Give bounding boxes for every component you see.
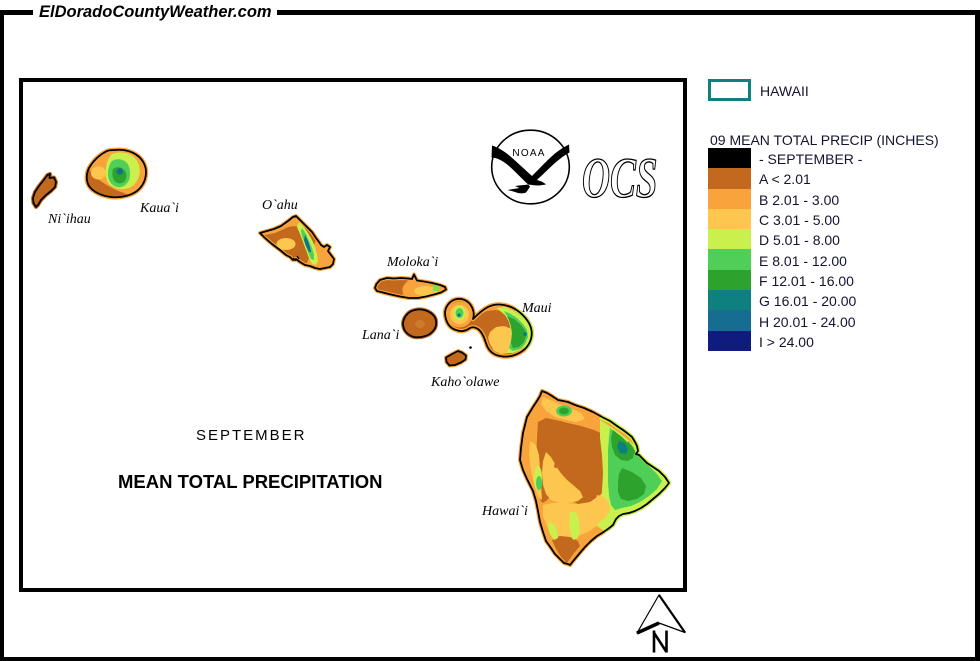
svg-text:OCS: OCS: [582, 147, 657, 210]
svg-text:NOAA: NOAA: [512, 148, 545, 159]
